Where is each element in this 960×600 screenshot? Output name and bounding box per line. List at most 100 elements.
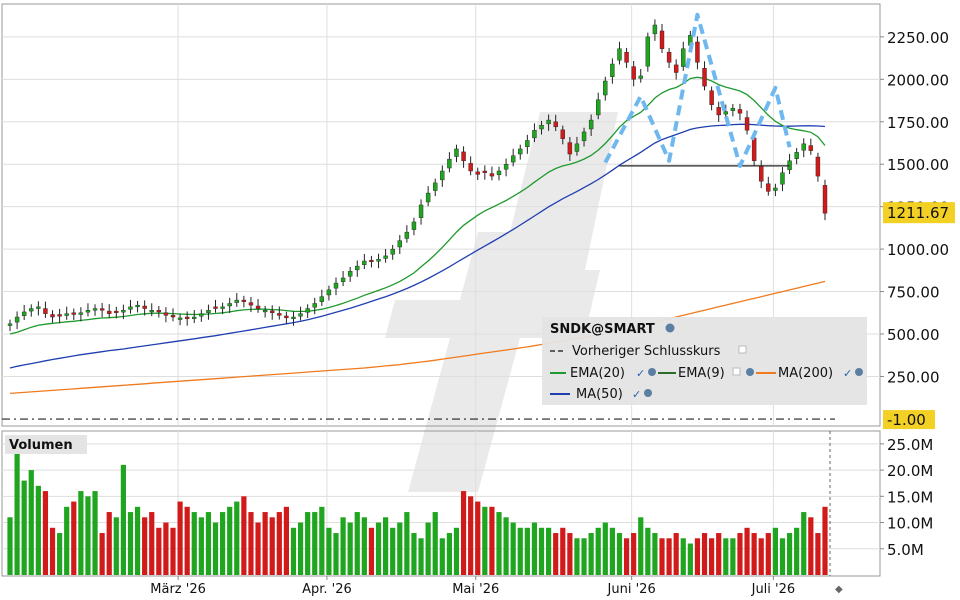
volume-bar: [701, 533, 708, 575]
volume-bar: [425, 522, 431, 575]
candle-body: [298, 313, 303, 317]
candle-body: [199, 313, 204, 317]
volume-bar: [758, 538, 764, 575]
candle-body: [737, 109, 743, 114]
candle-body: [801, 143, 806, 151]
volume-tick-label: 20.0M: [887, 462, 933, 480]
volume-bar: [595, 527, 601, 575]
volume-bar: [418, 538, 424, 575]
candle-body: [340, 277, 346, 282]
volume-bar: [375, 522, 382, 575]
volume-bar: [78, 491, 84, 575]
candle-body: [43, 308, 48, 314]
candle-body: [397, 240, 402, 248]
candle-body: [631, 66, 636, 80]
volume-bar: [205, 512, 212, 575]
volume-bar: [531, 522, 538, 575]
time-tick-label: Juni '26: [607, 582, 656, 597]
candle-body: [659, 30, 665, 49]
price-tick-label: 2000.00: [887, 71, 949, 89]
volume-bar: [666, 538, 672, 575]
candle-body: [496, 170, 502, 176]
volume-bar: [368, 527, 375, 575]
check-icon[interactable]: ✓: [843, 367, 852, 380]
candle-body: [277, 313, 282, 316]
volume-bar: [255, 522, 261, 575]
candle-body: [234, 299, 239, 303]
volume-bar: [71, 501, 77, 575]
volume-bar: [468, 496, 474, 575]
volume-bar: [460, 491, 467, 575]
price-tick-label: 2250.00: [887, 29, 949, 47]
volume-bar: [248, 512, 254, 575]
candle-body: [482, 170, 488, 173]
volume-bar: [723, 538, 729, 575]
candle-body: [610, 63, 615, 77]
scroll-right-icon[interactable]: ◆: [835, 584, 843, 595]
candle-body: [794, 152, 799, 159]
volume-bar: [411, 533, 417, 575]
volume-bar: [57, 533, 63, 575]
candle-body: [248, 302, 254, 306]
candle-body: [71, 312, 76, 315]
candle-body: [433, 182, 438, 191]
info-icon[interactable]: [644, 389, 652, 397]
price-tick-label: 250.00: [887, 368, 940, 386]
volume-bar: [638, 517, 644, 575]
candle-body: [284, 315, 289, 319]
candle-body: [588, 119, 594, 130]
candle-body: [560, 129, 565, 139]
candle-body: [255, 305, 261, 309]
volume-bar: [227, 506, 233, 575]
candle-body: [305, 308, 310, 313]
volume-bar: [673, 533, 679, 575]
volume-bar: [786, 533, 793, 575]
price-tick-label: 1500.00: [887, 156, 949, 174]
volume-bar: [453, 527, 460, 575]
checkbox-icon[interactable]: [738, 345, 747, 354]
candle-body: [503, 164, 509, 170]
candle-body: [581, 131, 587, 142]
candle-body: [92, 308, 98, 311]
candle-body: [716, 107, 721, 116]
candle-body: [36, 306, 41, 309]
info-icon[interactable]: [746, 368, 754, 376]
candle-body: [114, 310, 119, 313]
moving-average-lines: [9, 76, 826, 395]
candle-body: [291, 316, 296, 319]
candle-body: [673, 64, 679, 73]
last-price-label: 1211.67: [883, 202, 955, 224]
candle-body: [21, 311, 27, 316]
candle-body: [617, 48, 622, 61]
volume-bar: [42, 491, 49, 575]
volume-bar: [510, 522, 516, 575]
check-icon[interactable]: ✓: [636, 367, 645, 380]
candle-body: [99, 308, 105, 311]
info-icon[interactable]: [648, 368, 656, 376]
volume-bar: [220, 512, 226, 575]
info-icon[interactable]: [665, 323, 675, 333]
volume-bar: [538, 527, 545, 575]
candle-body: [447, 158, 452, 169]
candle-body: [751, 137, 757, 162]
volume-bar: [751, 533, 757, 575]
volume-bar: [120, 464, 126, 575]
volume-bar: [517, 527, 523, 575]
info-icon[interactable]: [855, 368, 863, 376]
candle-body: [695, 41, 700, 63]
price-panel-frame: [1, 3, 881, 427]
volume-bar: [347, 522, 353, 575]
checkbox-icon[interactable]: [732, 367, 741, 376]
volume-bar: [609, 527, 615, 575]
candle-body: [546, 119, 551, 125]
volume-bar: [801, 512, 807, 575]
time-tick-label: Mai '26: [452, 582, 499, 597]
volume-bar: [623, 538, 630, 575]
check-icon[interactable]: ✓: [632, 388, 641, 401]
candle-body: [319, 296, 325, 302]
candle-body: [418, 204, 424, 218]
volume-bar: [645, 527, 651, 575]
candlesticks: [7, 19, 828, 332]
volume-bar: [439, 538, 445, 575]
